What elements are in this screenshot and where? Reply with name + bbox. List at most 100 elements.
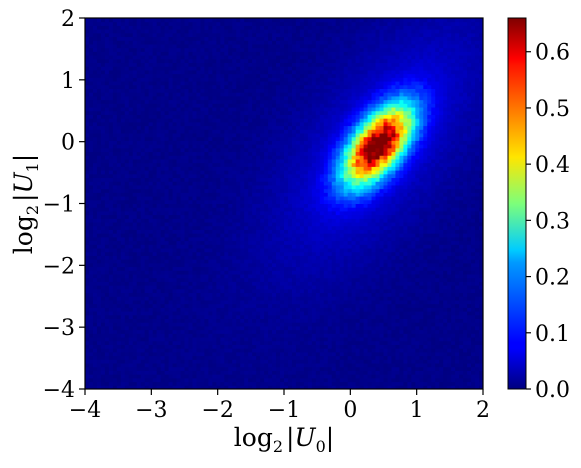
heatmap-cell [85, 147, 90, 153]
heatmap-cell [252, 381, 257, 386]
heatmap-cell [92, 99, 98, 104]
heatmap-cell [220, 129, 225, 134]
heatmap-cell [148, 218, 154, 223]
heatmap-cell [112, 233, 118, 238]
heatmap-cell [244, 303, 249, 308]
heatmap-cell [260, 248, 265, 253]
heatmap-cell [272, 36, 277, 41]
heatmap-cell [276, 374, 281, 379]
heatmap-cell [260, 192, 265, 197]
heatmap-cell [224, 69, 229, 75]
heatmap-cell [180, 166, 185, 171]
heatmap-cell [212, 355, 217, 360]
heatmap-cell [192, 351, 197, 357]
heatmap-cell [92, 366, 98, 371]
heatmap-cell [112, 199, 118, 204]
heatmap-cell [112, 377, 118, 383]
heatmap-cell [164, 344, 170, 349]
heatmap-cell [88, 21, 94, 26]
heatmap-cell [248, 147, 253, 153]
heatmap-cell [204, 110, 209, 115]
heatmap-cell [228, 281, 233, 286]
heatmap-cell [116, 32, 122, 38]
heatmap-cell [200, 377, 205, 383]
heatmap-cell [184, 277, 189, 282]
heatmap-cell [148, 214, 154, 219]
heatmap-cell [144, 281, 150, 286]
heatmap-cell [240, 177, 245, 182]
heatmap-cell [108, 325, 114, 331]
heatmap-cell [264, 340, 269, 345]
heatmap-cell [252, 170, 257, 175]
heatmap-cell [148, 248, 154, 253]
heatmap-cell [168, 170, 174, 175]
heatmap-cell [120, 66, 126, 71]
heatmap-cell [132, 73, 138, 78]
heatmap-cell [164, 114, 170, 119]
heatmap-cell [96, 366, 102, 371]
heatmap-cell [128, 110, 134, 115]
heatmap-cell [132, 162, 138, 167]
heatmap-cell [220, 285, 225, 290]
heatmap-cell [196, 18, 201, 23]
heatmap-cell [164, 133, 170, 138]
heatmap-cell [244, 69, 249, 75]
heatmap-cell [92, 329, 98, 334]
heatmap-cell [100, 69, 106, 75]
heatmap-cell [248, 374, 253, 379]
heatmap-cell [276, 325, 281, 331]
heatmap-cell [85, 348, 90, 353]
heatmap-cell [256, 296, 261, 301]
heatmap-cell [268, 69, 273, 75]
heatmap-cell [168, 118, 174, 123]
heatmap-cell [128, 69, 134, 75]
heatmap-cell [212, 155, 217, 160]
heatmap-cell [268, 66, 273, 71]
heatmap-cell [252, 329, 257, 334]
heatmap-cell [108, 314, 114, 320]
heatmap-cell [140, 133, 146, 138]
heatmap-cell [256, 99, 261, 104]
heatmap-cell [212, 162, 217, 167]
heatmap-cell [208, 318, 213, 323]
heatmap-cell [220, 77, 225, 82]
heatmap-cell [120, 240, 126, 245]
heatmap-cell [136, 155, 142, 160]
heatmap-cell [276, 359, 281, 364]
heatmap-cell [85, 329, 90, 334]
heatmap-cell [140, 118, 146, 123]
heatmap-cell [164, 99, 170, 104]
heatmap-cell [264, 166, 269, 171]
heatmap-cell [244, 370, 249, 375]
heatmap-cell [164, 140, 170, 145]
heatmap-cell [85, 370, 90, 375]
heatmap-cell [204, 162, 209, 167]
heatmap-cell [144, 337, 150, 342]
heatmap-cell [108, 366, 114, 371]
heatmap-cell [116, 210, 122, 216]
heatmap-cell [248, 262, 253, 268]
heatmap-cell [112, 307, 118, 312]
heatmap-cell [192, 110, 197, 115]
heatmap-cell [168, 136, 174, 141]
heatmap-cell [256, 107, 261, 112]
heatmap-cell [208, 273, 213, 279]
heatmap-cell [108, 248, 114, 253]
heatmap-cell [280, 144, 285, 149]
heatmap-cell [196, 110, 201, 115]
heatmap-cell [232, 36, 237, 41]
heatmap-cell [216, 18, 221, 23]
heatmap-cell [248, 155, 253, 160]
heatmap-cell [196, 244, 201, 249]
heatmap-cell [152, 207, 158, 212]
heatmap-cell [224, 351, 229, 357]
heatmap-cell [248, 144, 253, 149]
heatmap-cell [96, 355, 102, 360]
heatmap-cell [236, 162, 241, 167]
heatmap-cell [100, 21, 106, 26]
heatmap-cell [144, 303, 150, 308]
heatmap-cell [256, 177, 261, 182]
heatmap-cell [240, 344, 245, 349]
heatmap-cell [132, 355, 138, 360]
heatmap-cell [248, 270, 253, 275]
